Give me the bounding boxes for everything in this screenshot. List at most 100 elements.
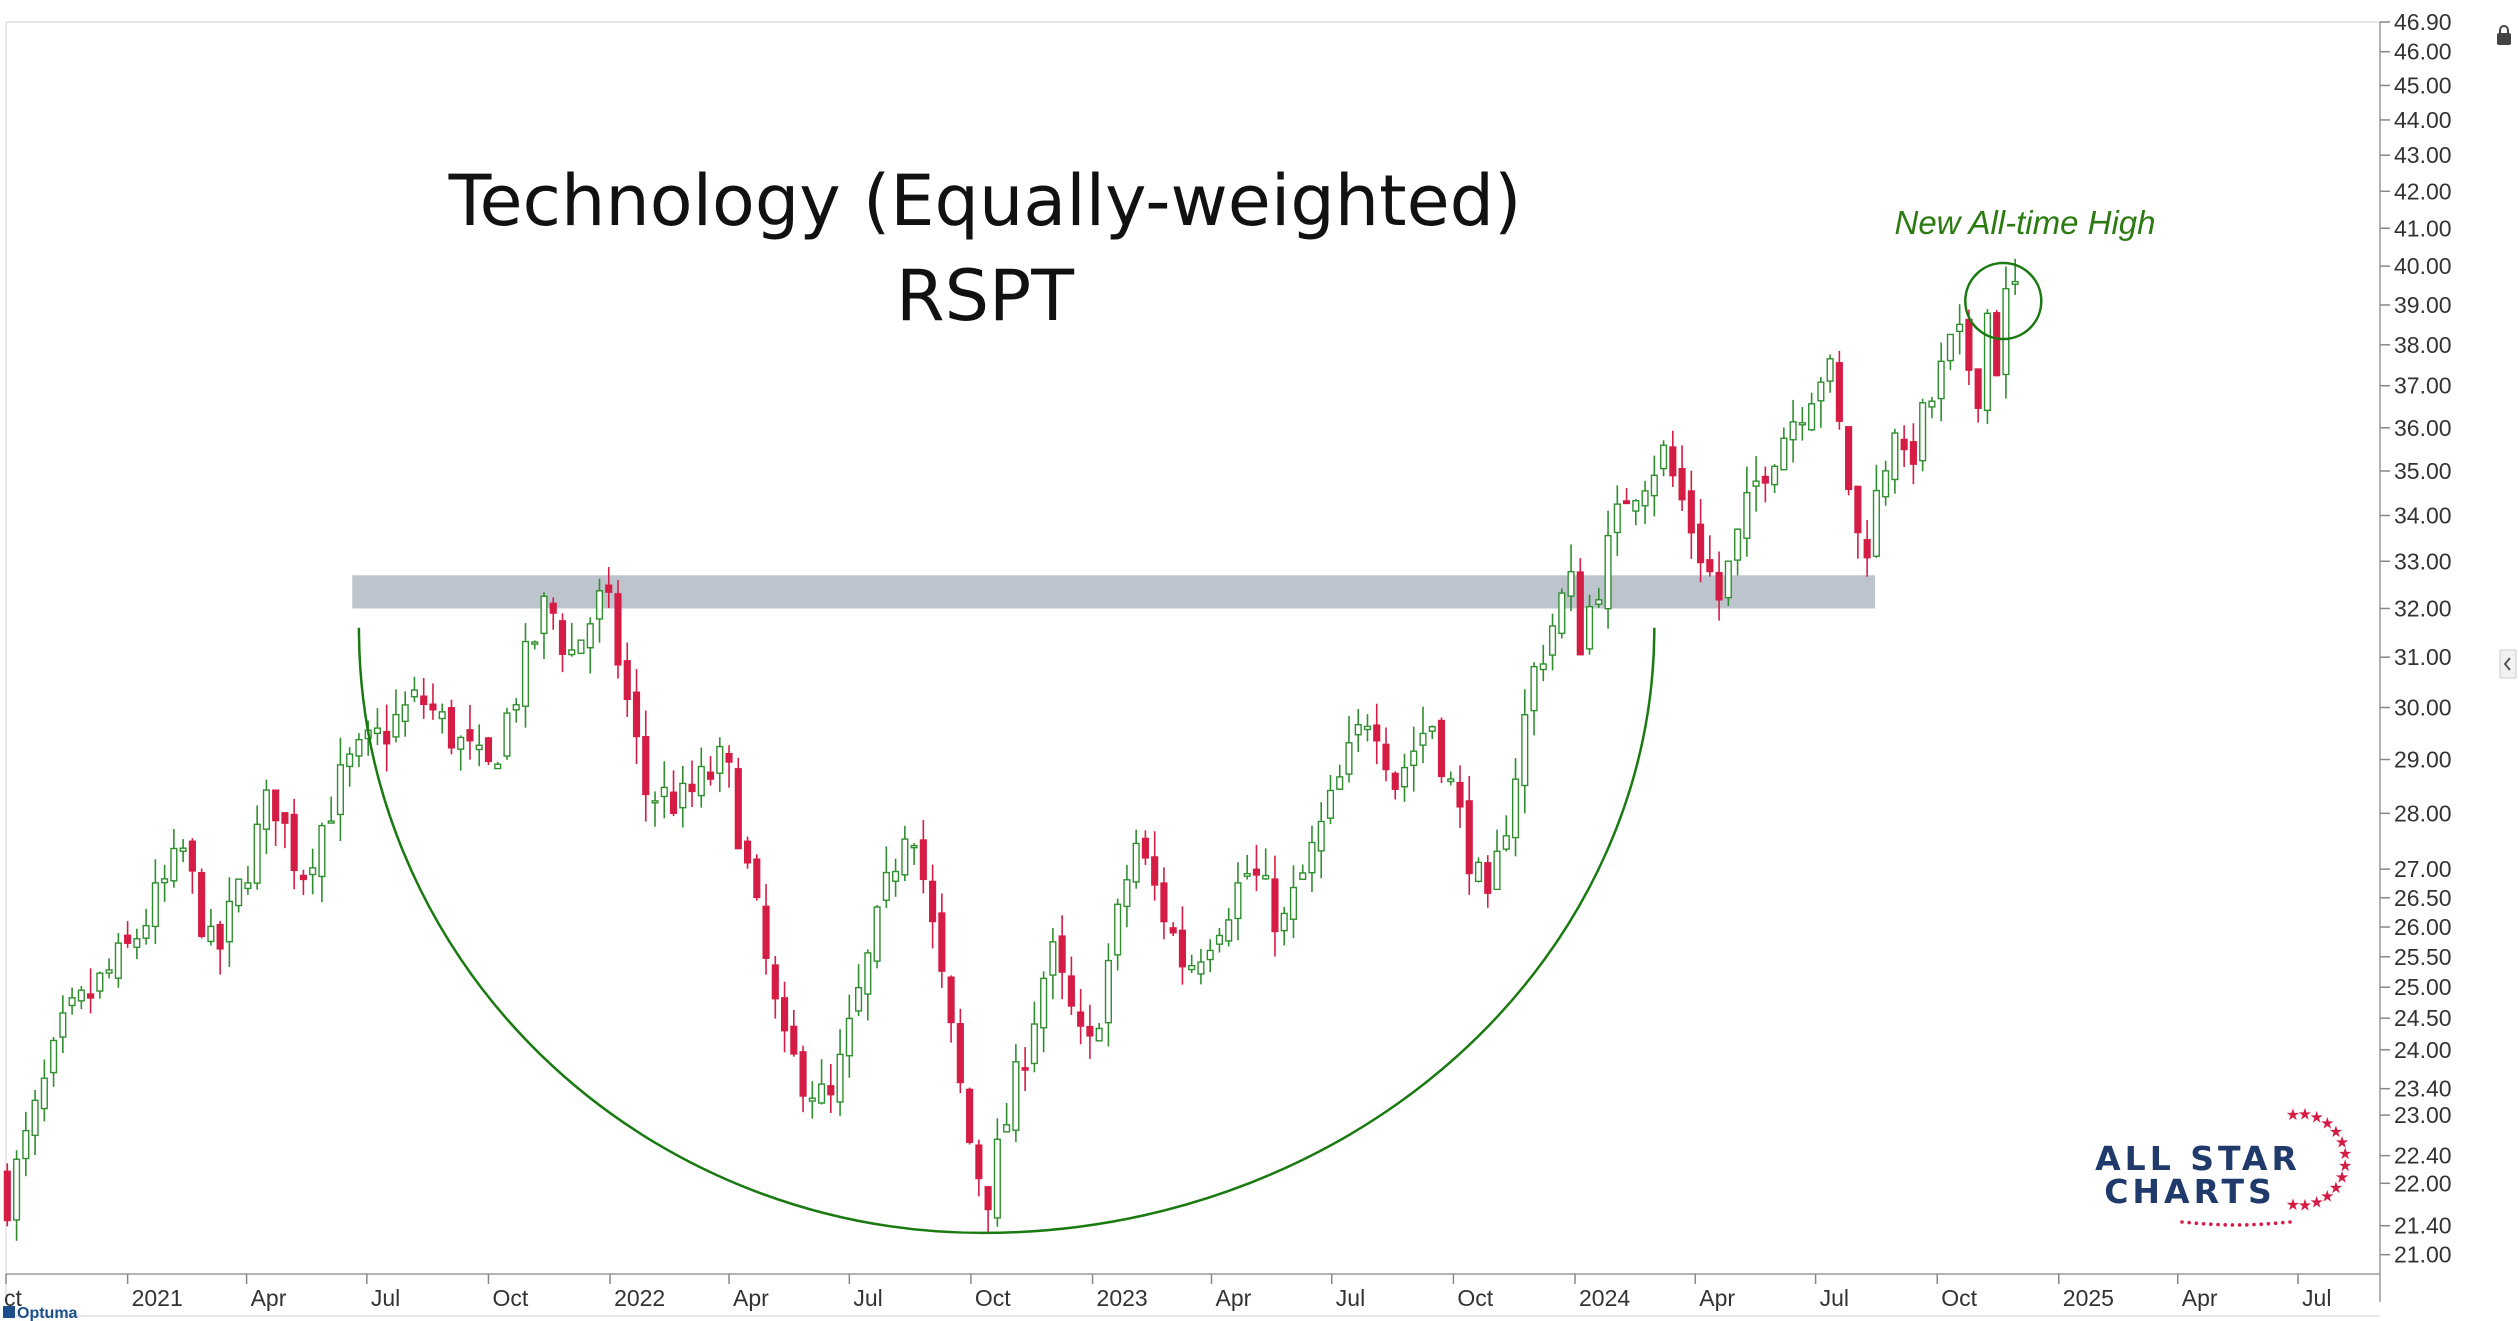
candle-body [1771,465,1779,486]
candle-body [873,906,881,962]
candle-body [355,738,363,757]
logo-star: ★ [2286,1105,2300,1124]
candle-up [1419,706,1427,764]
candle-down [632,669,641,765]
candle-body [392,713,400,738]
candle-body [235,878,243,907]
candle-body [864,952,872,995]
candle-body [466,729,474,742]
x-axis: ct 2021 Apr Jul Oct 2022 Apr Jul Oct 2023 Apr Jul Oc… [4,1273,2380,1317]
y-tick-label: 46.90 [2394,9,2452,35]
candle-up [1660,440,1668,477]
candle-body [1169,927,1177,934]
candle-up [1410,726,1418,792]
candle-body [336,764,344,816]
x-tick-label: Jul [2302,1285,2331,1311]
candle-up [1872,464,1880,558]
candle-body [1400,766,1409,788]
candle-up [373,708,382,746]
y-tick-label: 33.00 [2394,548,2452,574]
lock-icon[interactable] [2497,25,2511,45]
candle-up [1641,480,1649,524]
candle-up [133,928,141,960]
y-tick-label: 31.00 [2394,644,2452,670]
candle-down [1465,775,1473,895]
candle-body [1530,665,1538,712]
candle-body [124,934,132,944]
candle-up [817,1059,826,1105]
candle-down [1622,488,1631,505]
logo-dot [2223,1223,2227,1227]
candle-up [1030,1001,1038,1073]
candle-body [901,838,909,876]
candle-body [716,745,724,774]
candle-body [13,1158,21,1221]
y-tick-label: 23.00 [2394,1102,2452,1128]
candle-down [1697,499,1705,583]
candle-body [1585,606,1594,650]
y-tick-label: 25.50 [2394,944,2452,970]
candle-up [1808,392,1816,432]
candle-body [1650,474,1658,497]
logo-dot [2201,1221,2206,1226]
candle-down [919,820,927,894]
candle-down [1974,368,1982,423]
candle-up [494,761,502,770]
candle-body [1826,358,1834,382]
rounding-bottom-curve [357,627,1656,1235]
candle-body [780,997,789,1032]
candle-down [1687,470,1695,559]
candle-body [503,712,511,757]
y-tick-label: 41.00 [2394,215,2452,241]
x-tick-label: Oct [1457,1285,1493,1311]
candle-body [558,620,567,655]
candle-up [1308,825,1316,892]
candle-body [383,730,391,745]
candle-body [521,640,530,707]
logo-dot [2230,1223,2235,1227]
candle-down [984,1186,992,1233]
candle-up [235,878,243,913]
candle-body [855,986,863,1012]
candle-body [68,997,76,1007]
candle-body [1900,438,1908,451]
candle-down [1373,703,1381,765]
candle-up [1317,802,1325,879]
candle-up [1243,854,1251,880]
y-tick-label: 24.50 [2394,1005,2452,1031]
candle-down [1715,551,1723,621]
candle-body [410,689,419,698]
candle-body [1419,732,1427,746]
candle-body [1567,570,1575,597]
candle-body [188,840,196,872]
candle-up [105,958,113,979]
candle-body [281,812,289,824]
candle-body [1724,560,1732,599]
candle-body [1660,444,1668,470]
candle-body [595,590,604,620]
candle-body [836,1053,844,1103]
candle-body [1030,1023,1038,1065]
candle-up [1752,456,1760,512]
y-tick-label: 29.00 [2394,746,2452,772]
candle-body [1363,725,1372,731]
candle-up [1234,862,1242,941]
candle-up [1474,857,1483,883]
candle-body [1132,842,1140,883]
candle-down [558,613,567,673]
candle-down [706,756,715,786]
y-tick-label: 45.00 [2394,72,2452,98]
all-star-charts-logo: ALL STAR CHARTS ★★★★★★★★★★★★★★ [2095,1105,2352,1227]
candle-body [1872,489,1880,557]
candle-down [1252,844,1261,892]
candle-body [133,938,141,948]
candle-up [1789,399,1797,463]
candle-down [827,1064,835,1114]
candle-up [1188,954,1196,974]
candle-body [1993,312,2001,377]
candle-down [1845,426,1853,496]
candle-up [1650,455,1658,517]
candle-body [669,791,678,814]
candle-up [40,1059,48,1122]
chevron-left-icon[interactable] [2499,649,2517,679]
